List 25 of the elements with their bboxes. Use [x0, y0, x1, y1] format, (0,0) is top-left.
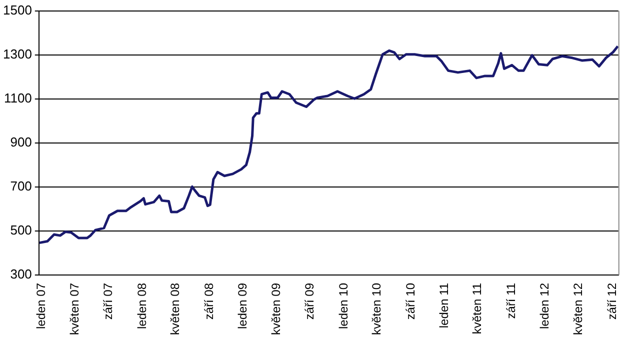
x-tick-label: květen 07: [67, 282, 82, 336]
y-tick-label: 1300: [3, 46, 32, 62]
x-tick-label: leden 09: [236, 282, 250, 330]
x-tick-label: květen 09: [268, 282, 283, 336]
x-tick-label: září 11: [504, 282, 518, 319]
x-tick-label: září 09: [302, 282, 317, 320]
y-tick-label: 1100: [4, 90, 32, 106]
x-tick-label: květen 11: [470, 282, 484, 334]
x-tick-label: květen 12: [570, 282, 585, 336]
x-tick-label: květen 08: [168, 282, 182, 336]
y-tick-label: 300: [10, 266, 32, 282]
x-tick-label: září 07: [101, 282, 116, 320]
x-tick-label: září 10: [403, 282, 418, 320]
x-tick-label: leden 12: [538, 282, 552, 330]
y-tick-label: 900: [10, 134, 32, 150]
y-tick-label: 500: [10, 222, 32, 238]
x-tick-label: září 12: [604, 282, 619, 320]
x-tick-label: leden 10: [336, 282, 350, 330]
x-tick-label: září 08: [202, 282, 216, 320]
x-tick-label: květen 10: [369, 282, 384, 336]
y-tick-label: 1500: [3, 2, 32, 18]
y-tick-label: 700: [10, 178, 32, 194]
x-tick-label: leden 11: [436, 282, 451, 328]
x-tick-label: leden 08: [134, 282, 149, 330]
x-tick-label: leden 07: [34, 282, 48, 330]
